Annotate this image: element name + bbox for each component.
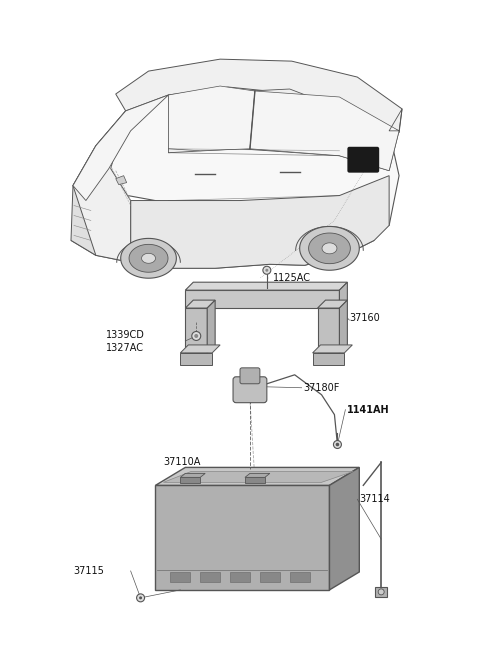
Circle shape	[192, 332, 201, 340]
Polygon shape	[180, 478, 200, 484]
Polygon shape	[339, 300, 348, 353]
Polygon shape	[71, 83, 399, 268]
Polygon shape	[168, 89, 399, 171]
Polygon shape	[185, 283, 348, 290]
Polygon shape	[245, 478, 265, 484]
Polygon shape	[120, 238, 176, 278]
Polygon shape	[156, 486, 329, 590]
Circle shape	[137, 594, 144, 602]
Polygon shape	[142, 254, 156, 263]
Polygon shape	[71, 186, 96, 256]
Polygon shape	[185, 300, 215, 308]
Polygon shape	[164, 471, 353, 482]
Polygon shape	[180, 345, 220, 353]
FancyBboxPatch shape	[230, 572, 250, 582]
Polygon shape	[168, 86, 255, 150]
Polygon shape	[73, 111, 131, 262]
Polygon shape	[245, 474, 270, 478]
Text: 37114: 37114	[360, 494, 390, 505]
Circle shape	[194, 334, 198, 338]
Circle shape	[334, 441, 341, 449]
Polygon shape	[322, 243, 337, 254]
Circle shape	[265, 269, 268, 272]
Polygon shape	[73, 95, 168, 200]
Text: 37160: 37160	[349, 313, 380, 323]
Polygon shape	[318, 308, 339, 353]
Polygon shape	[129, 244, 168, 272]
Polygon shape	[116, 59, 402, 133]
Circle shape	[336, 443, 339, 446]
Polygon shape	[309, 233, 350, 263]
Polygon shape	[116, 175, 127, 185]
Polygon shape	[339, 283, 348, 308]
Text: 37110A: 37110A	[164, 457, 201, 467]
Text: 37180F: 37180F	[304, 383, 340, 393]
FancyBboxPatch shape	[240, 368, 260, 384]
FancyBboxPatch shape	[200, 572, 220, 582]
Polygon shape	[131, 175, 389, 268]
Polygon shape	[300, 227, 360, 270]
Polygon shape	[185, 290, 339, 308]
FancyBboxPatch shape	[348, 147, 379, 173]
Polygon shape	[180, 353, 212, 365]
Text: 1339CD: 1339CD	[106, 330, 144, 340]
Circle shape	[139, 597, 142, 599]
FancyBboxPatch shape	[233, 377, 267, 403]
Text: 1327AC: 1327AC	[106, 343, 144, 353]
Text: 37115: 37115	[73, 566, 104, 576]
Polygon shape	[180, 474, 205, 478]
Text: 1125AC: 1125AC	[273, 273, 311, 283]
Polygon shape	[329, 467, 360, 590]
Polygon shape	[156, 467, 360, 486]
Text: 1141AH: 1141AH	[348, 405, 390, 415]
FancyBboxPatch shape	[170, 572, 190, 582]
Polygon shape	[250, 91, 399, 171]
Polygon shape	[318, 300, 348, 308]
FancyBboxPatch shape	[260, 572, 280, 582]
Circle shape	[263, 266, 271, 274]
Circle shape	[378, 589, 384, 595]
FancyBboxPatch shape	[290, 572, 310, 582]
Polygon shape	[312, 353, 344, 365]
FancyBboxPatch shape	[375, 587, 387, 597]
Polygon shape	[185, 308, 207, 353]
Polygon shape	[312, 345, 352, 353]
Polygon shape	[207, 300, 215, 353]
